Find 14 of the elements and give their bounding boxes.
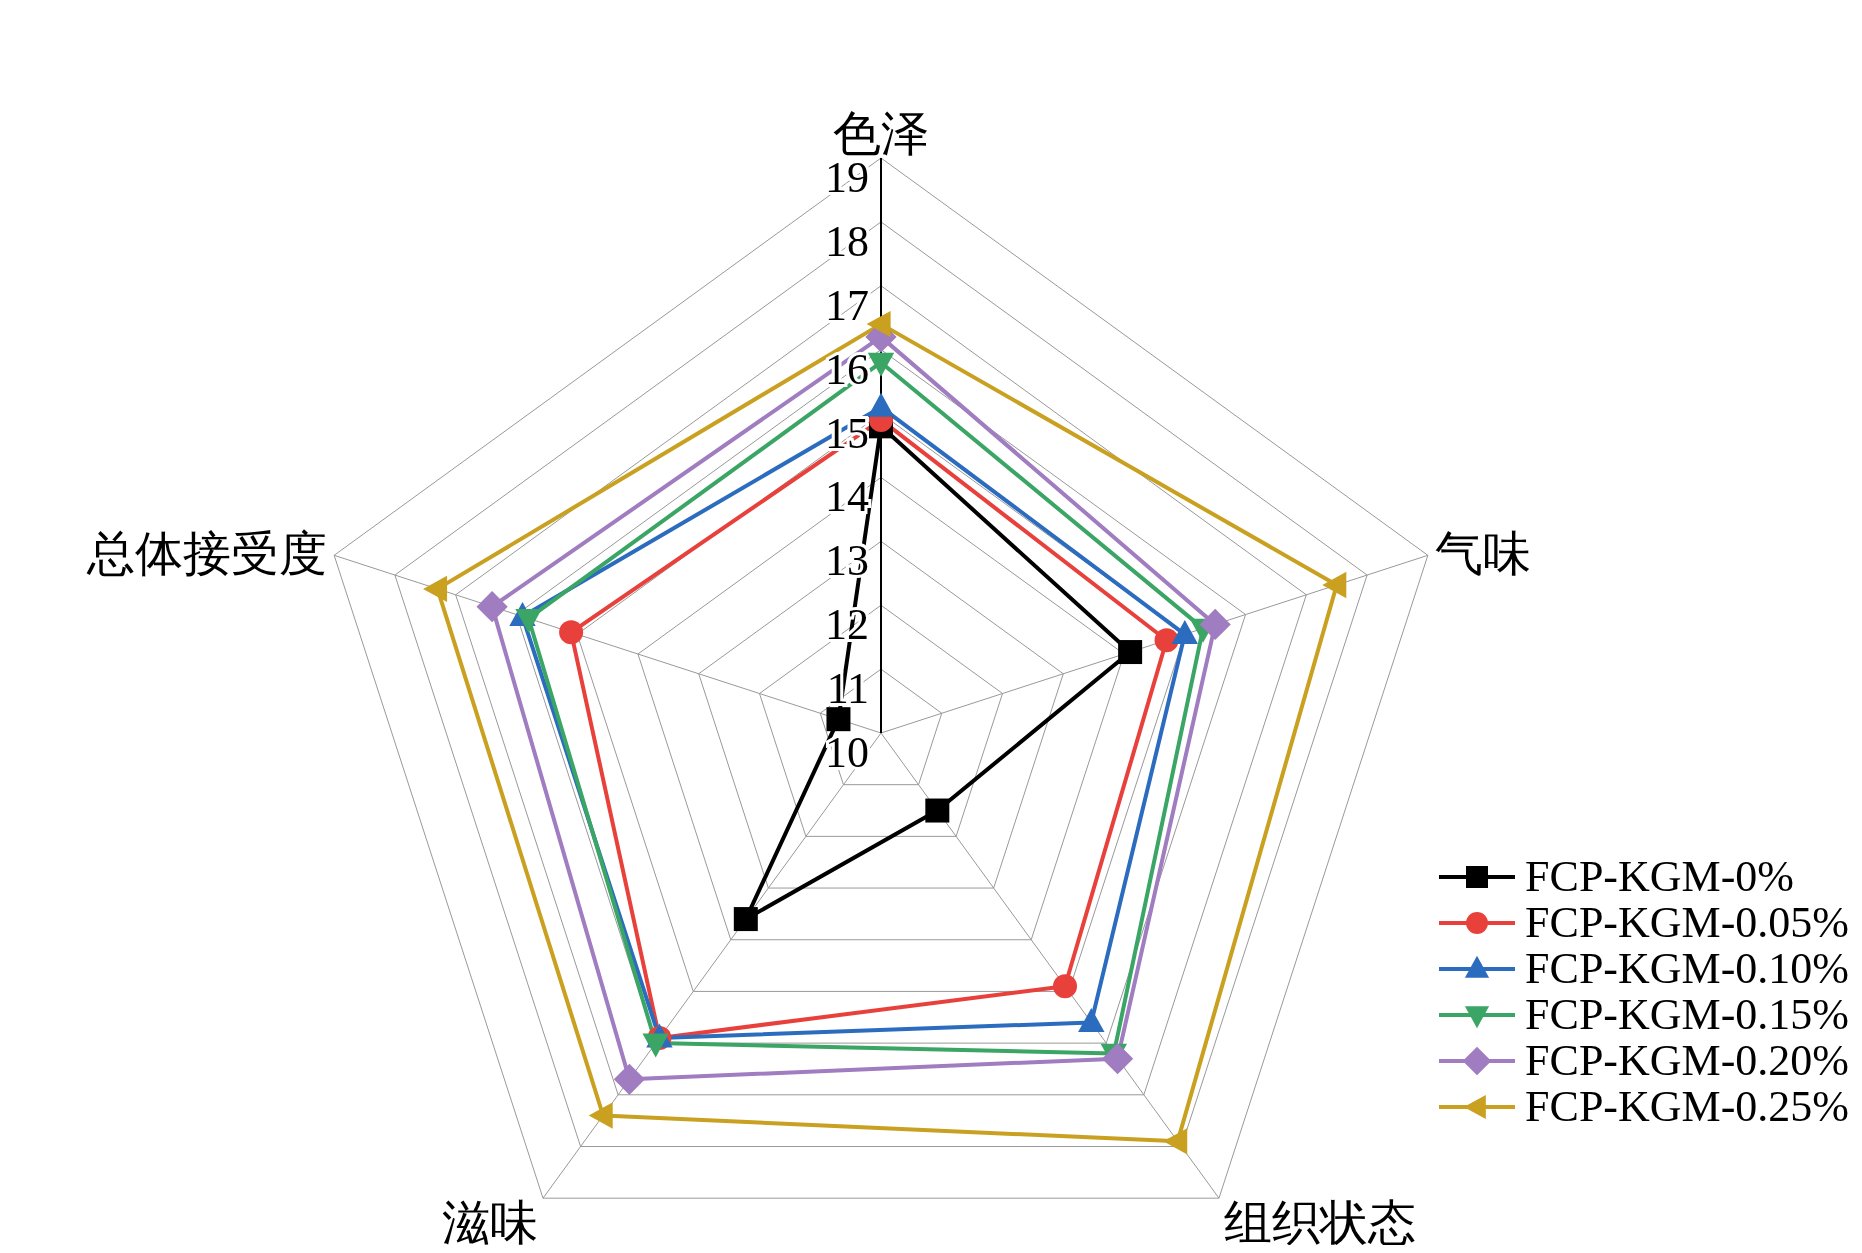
spoke-label: 滋味 bbox=[442, 1195, 539, 1249]
legend-label: FCP-KGM-0.05% bbox=[1525, 898, 1849, 947]
y-tick-label: 10 bbox=[825, 728, 869, 777]
legend-label: FCP-KGM-0.25% bbox=[1525, 1082, 1849, 1131]
y-tick-label: 18 bbox=[825, 216, 869, 266]
y-tick-label: 16 bbox=[825, 344, 869, 394]
y-tick-label: 14 bbox=[825, 472, 869, 522]
legend-label: FCP-KGM-0.15% bbox=[1525, 990, 1849, 1039]
spoke-label: 总体接受度 bbox=[85, 526, 327, 580]
y-tick-label: 17 bbox=[825, 280, 869, 330]
legend-label: FCP-KGM-0.10% bbox=[1525, 944, 1849, 993]
spoke-label: 气味 bbox=[1435, 526, 1532, 580]
legend-label: FCP-KGM-0% bbox=[1525, 852, 1794, 901]
legend-label: FCP-KGM-0.20% bbox=[1525, 1036, 1849, 1085]
